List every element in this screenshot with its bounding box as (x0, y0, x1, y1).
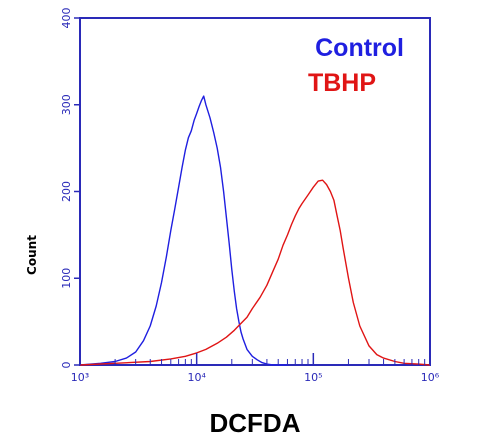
ticks: 0 100 200 300 400 10³ 10⁴ 10⁵ 10⁶ (60, 8, 440, 385)
series-layer (79, 95, 431, 366)
x-tick-label: 10⁵ (304, 371, 322, 384)
legend-tbhp: TBHP (308, 69, 376, 97)
y-tick-label: 300 (60, 94, 73, 115)
series-line-tbhp (79, 179, 431, 366)
plot-frame (79, 17, 431, 366)
x-tick-label: 10⁴ (187, 371, 206, 384)
y-tick-label: 100 (60, 268, 73, 289)
series-line-control (79, 95, 288, 366)
x-tick-label: 10⁶ (421, 371, 440, 384)
axes (79, 17, 431, 366)
y-tick-label: 400 (60, 8, 73, 29)
legend-control: Control (315, 34, 404, 62)
y-axis-label: Count (25, 235, 39, 275)
x-tick-label: 10³ (71, 371, 89, 384)
y-tick-label: 200 (60, 181, 73, 202)
y-tick-label: 0 (60, 362, 73, 369)
x-axis-label: DCFDA (210, 408, 301, 438)
